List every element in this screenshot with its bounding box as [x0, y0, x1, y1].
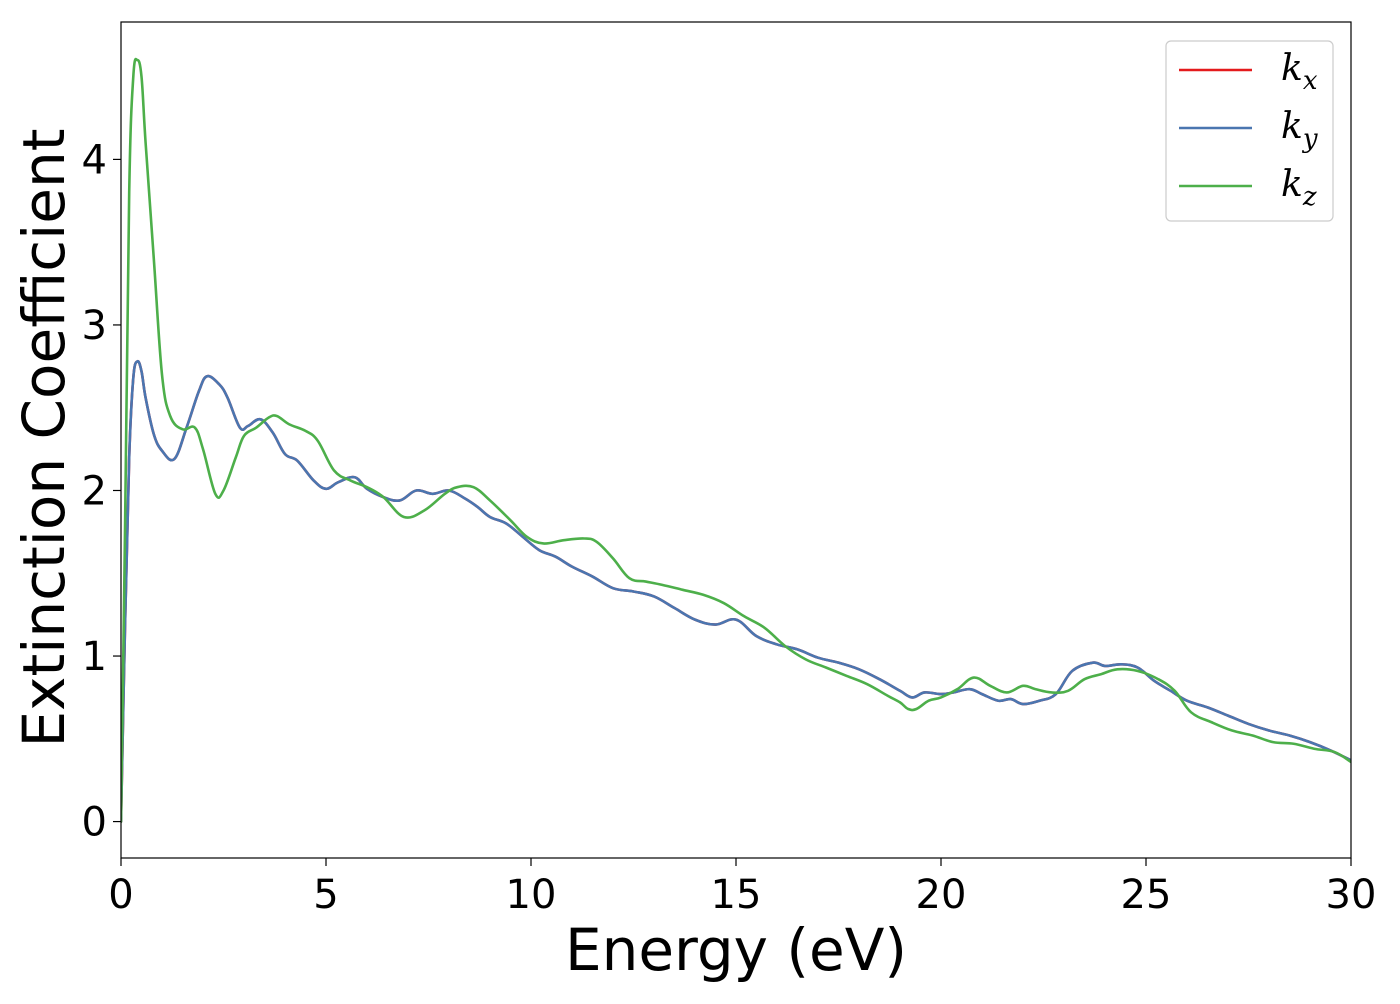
x-tick-label: 10 — [506, 872, 557, 918]
y-tick-label: 2 — [82, 468, 107, 514]
legend-box — [1165, 40, 1334, 222]
series-line-kz — [121, 57, 1351, 823]
x-tick-label: 15 — [711, 872, 762, 918]
y-tick-label: 4 — [82, 137, 107, 183]
y-tick-label: 1 — [82, 634, 107, 680]
y-tick-label: 0 — [82, 800, 107, 846]
x-axis-title: Energy (eV) — [565, 916, 907, 984]
series-line-ky — [121, 359, 1351, 823]
legend-item-kz: kz — [1179, 164, 1317, 212]
legend-label: kx — [1281, 48, 1318, 96]
legend-label: ky — [1281, 106, 1318, 154]
legend-item-kx: kx — [1179, 48, 1318, 96]
x-tick-label: 20 — [916, 872, 967, 918]
x-tick-label: 5 — [313, 872, 338, 918]
legend-item-ky: ky — [1179, 106, 1318, 154]
y-axis: 0 1 2 3 4 — [82, 137, 121, 846]
legend-label: kz — [1281, 164, 1317, 212]
legend: kx ky kz — [1165, 40, 1334, 222]
x-tick-label: 30 — [1326, 872, 1377, 918]
x-tick-label: 0 — [108, 872, 133, 918]
y-tick-label: 3 — [82, 303, 107, 349]
series-layer — [121, 57, 1351, 823]
y-axis-title: Extinction Coefficient — [10, 129, 78, 748]
x-tick-label: 25 — [1121, 872, 1172, 918]
x-axis: 0 5 10 15 20 25 30 — [108, 858, 1376, 918]
